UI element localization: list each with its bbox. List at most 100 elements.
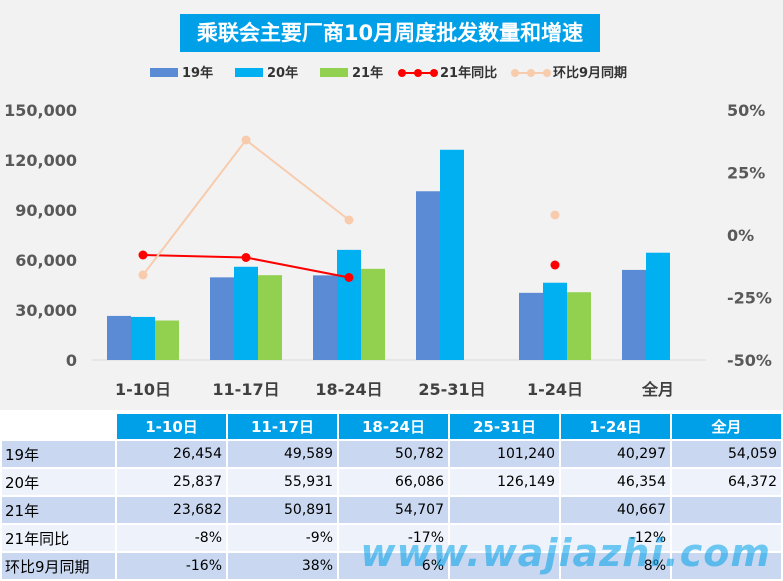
table-cell: -16% — [117, 553, 226, 579]
bar — [313, 275, 337, 360]
bar — [210, 277, 234, 360]
x-tick-label: 1-24日 — [527, 380, 583, 399]
table-cell: 126,149 — [450, 469, 559, 495]
legend-label: 20年 — [267, 65, 298, 81]
bar — [646, 252, 670, 360]
x-tick-label: 1-10日 — [115, 380, 171, 399]
line-point — [138, 250, 148, 260]
table-cell: 40,667 — [561, 497, 670, 523]
y-tick-right: 0% — [727, 226, 754, 245]
table-cell: 26,454 — [117, 441, 226, 467]
table-header-row: 1-10日 11-17日 18-24日 25-31日 1-24日 全月 — [2, 414, 781, 439]
legend-swatch — [320, 68, 348, 77]
table-cell: 55,931 — [228, 469, 337, 495]
table-header: 全月 — [672, 414, 781, 439]
chart: 0 30,000 60,000 90,000 120,000 150,000 -50% -25… — [4, 65, 772, 399]
table-cell: 64,372 — [672, 469, 781, 495]
table-header: 25-31日 — [450, 414, 559, 439]
table-header: 11-17日 — [228, 414, 337, 439]
legend-marker — [398, 69, 406, 77]
line-point — [550, 260, 560, 270]
bar — [131, 316, 155, 360]
bar — [155, 320, 179, 360]
table-cell: 23,682 — [117, 497, 226, 523]
legend-label: 环比9月同期 — [553, 65, 627, 81]
table-cell — [672, 553, 781, 579]
table-cell: -17% — [339, 525, 448, 551]
line-point — [241, 253, 251, 262]
y-tick-left: 30,000 — [15, 301, 77, 320]
y-tick-left: 90,000 — [15, 201, 77, 220]
table-row: 20年 25,837 55,931 66,086 126,149 46,354 … — [2, 469, 781, 495]
table-cell — [672, 525, 781, 551]
bar — [107, 315, 131, 360]
table-row: 21年 23,682 50,891 54,707 40,667 — [2, 497, 781, 523]
table-cell: 25,837 — [117, 469, 226, 495]
line-point — [550, 210, 560, 220]
bar — [622, 269, 646, 360]
table-cell: 66,086 — [339, 469, 448, 495]
legend-swatch — [150, 68, 178, 77]
bar — [519, 292, 543, 360]
x-tick-label: 11-17日 — [212, 380, 279, 399]
x-tick-label: 全月 — [641, 380, 674, 399]
table-cell: 50,782 — [339, 441, 448, 467]
table-cell — [672, 497, 781, 523]
data-table: 1-10日 11-17日 18-24日 25-31日 1-24日 全月 19年 … — [0, 412, 783, 581]
row-label: 环比9月同期 — [2, 553, 115, 579]
table-header: 1-24日 — [561, 414, 670, 439]
table-cell — [450, 525, 559, 551]
table-header: 18-24日 — [339, 414, 448, 439]
line-point — [344, 215, 354, 225]
table-cell: 8% — [561, 553, 670, 579]
x-tick-label: 25-31日 — [418, 380, 485, 399]
table-cell: 49,589 — [228, 441, 337, 467]
bar — [234, 266, 258, 360]
table-cell: 101,240 — [450, 441, 559, 467]
table-cell — [450, 553, 559, 579]
table-cell: 54,707 — [339, 497, 448, 523]
row-label: 19年 — [2, 441, 115, 467]
table-header: 1-10日 — [117, 414, 226, 439]
legend-label: 19年 — [182, 65, 213, 81]
y-tick-right: 50% — [727, 101, 765, 120]
y-tick-right: -50% — [727, 351, 772, 370]
table-row: 19年 26,454 49,589 50,782 101,240 40,297 … — [2, 441, 781, 467]
y-tick-left: 150,000 — [4, 101, 77, 120]
table-row: 环比9月同期 -16% 38% 6% 8% — [2, 553, 781, 579]
table-row: 21年同比 -8% -9% -17% -12% — [2, 525, 781, 551]
row-label: 21年同比 — [2, 525, 115, 551]
table-cell: 6% — [339, 553, 448, 579]
table-cell: 40,297 — [561, 441, 670, 467]
table-corner — [2, 414, 115, 439]
row-label: 20年 — [2, 469, 115, 495]
table-cell — [450, 497, 559, 523]
legend-marker — [543, 69, 551, 77]
legend-label: 21年 — [352, 65, 383, 81]
legend-swatch — [235, 68, 263, 77]
table-cell: 50,891 — [228, 497, 337, 523]
y-tick-left: 0 — [66, 351, 77, 370]
chart-title: 乘联会主要厂商10月周度批发数量和增速 — [180, 14, 600, 52]
y-tick-right: -25% — [727, 289, 772, 308]
bar — [361, 268, 385, 360]
y-tick-right: 25% — [727, 164, 765, 183]
legend-label: 21年同比 — [440, 65, 497, 81]
table-cell: 46,354 — [561, 469, 670, 495]
bar — [440, 149, 464, 360]
bar — [543, 282, 567, 360]
table-cell: -8% — [117, 525, 226, 551]
line-point — [241, 135, 251, 145]
line-point — [344, 273, 354, 282]
table-cell: -9% — [228, 525, 337, 551]
bar — [258, 275, 282, 360]
bar — [567, 292, 591, 360]
bar — [416, 191, 440, 360]
x-tick-label: 18-24日 — [315, 380, 382, 399]
legend-marker — [430, 69, 438, 77]
table-cell: -12% — [561, 525, 670, 551]
legend-marker — [414, 69, 422, 77]
bar — [337, 249, 361, 360]
table-cell: 54,059 — [672, 441, 781, 467]
watermark: www.wajiazhi.com — [360, 531, 771, 575]
